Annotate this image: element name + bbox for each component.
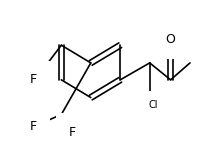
Text: O: O [166, 33, 175, 46]
Text: F: F [30, 73, 37, 86]
Text: F: F [69, 126, 76, 139]
Text: Cl: Cl [148, 100, 158, 110]
Text: F: F [30, 119, 37, 133]
